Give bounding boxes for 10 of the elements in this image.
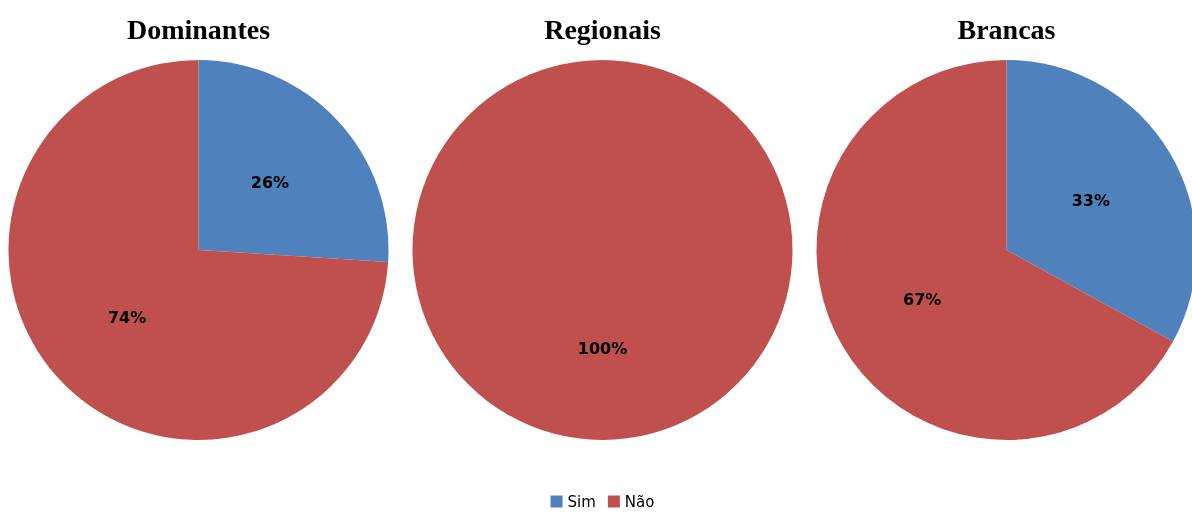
data-label: 74% <box>107 307 147 327</box>
data-label: 100% <box>577 338 628 358</box>
data-label: 33% <box>1071 190 1110 210</box>
data-label: 26% <box>250 173 290 193</box>
chart-title: Regionais <box>544 13 661 45</box>
chart-title: Brancas <box>957 13 1056 45</box>
chart-title: Dominantes <box>126 13 271 45</box>
legend-label: Não <box>624 492 655 511</box>
data-label: 67% <box>903 290 942 310</box>
legend-label: Sim <box>567 492 596 511</box>
